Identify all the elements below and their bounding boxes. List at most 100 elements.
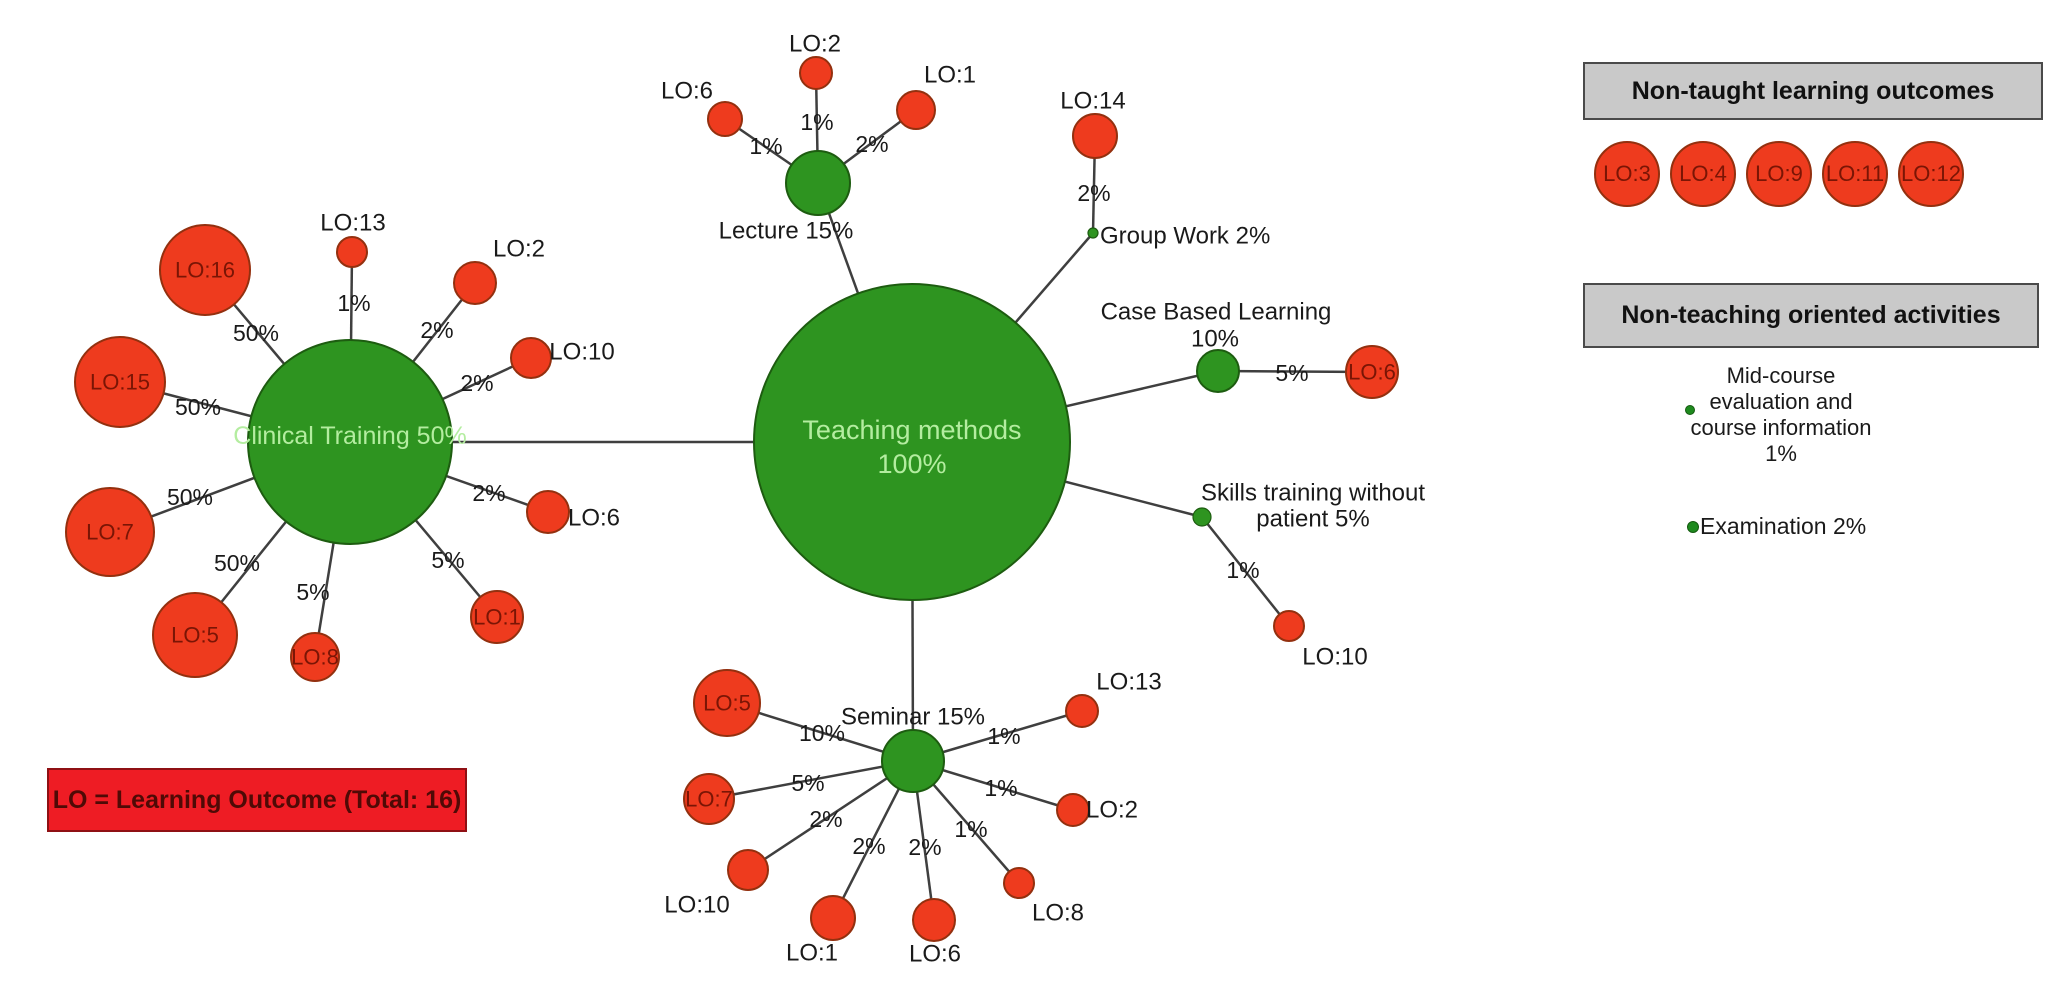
- edge-pct-label: 50%: [175, 394, 221, 420]
- node-label: Clinical Training 50%: [233, 422, 466, 450]
- edge-pct-label: 2%: [809, 806, 842, 832]
- examination-label: Examination 2%: [1700, 513, 1867, 539]
- edge-pct-label: 50%: [214, 550, 260, 576]
- node-c-lo8: [290, 632, 340, 682]
- midcourse-evaluation-line: course information: [1690, 415, 1872, 440]
- non-taught-lo-list: LO:3 LO:4 LO:9 LO:11 LO:12: [1594, 141, 1964, 207]
- node-b-lo6: [1345, 345, 1399, 399]
- edge-pct-label: 50%: [167, 484, 213, 510]
- non-taught-lo-chip: LO:3: [1594, 141, 1660, 207]
- node-lecture: [785, 150, 851, 216]
- node-c-lo16: [159, 224, 251, 316]
- examination-item: Examination 2%: [1687, 513, 1866, 540]
- node-c-lo2: [453, 261, 497, 305]
- edge-pct-label: 1%: [800, 109, 833, 135]
- node-c-lo1: [470, 590, 524, 644]
- node-m-lo13: [1065, 694, 1099, 728]
- node-label: LO:8: [291, 645, 339, 670]
- midcourse-evaluation-label: Mid-course evaluation and course informati…: [1651, 363, 1911, 467]
- node-label: LO:6: [568, 505, 620, 532]
- edge-pct-label: 2%: [472, 480, 505, 506]
- edge-pct-label: 1%: [987, 723, 1020, 749]
- node-label: LO:13: [1096, 669, 1161, 696]
- node-m-lo2: [1056, 793, 1090, 827]
- edge-pct-label: 1%: [984, 775, 1017, 801]
- node-label: LO:10: [664, 892, 729, 919]
- node-label: LO:6: [661, 78, 713, 105]
- node-label: Skills training without: [1201, 480, 1425, 507]
- examination-bullet-dot-icon: [1687, 520, 1699, 533]
- non-taught-lo-chip: LO:12: [1898, 141, 1964, 207]
- non-taught-lo-chip: LO:9: [1746, 141, 1812, 207]
- node-label: LO:13: [320, 210, 385, 237]
- node-label: LO:5: [171, 623, 219, 648]
- node-k-lo10: [1273, 610, 1305, 642]
- edge-seminar-m-lo10: [747, 759, 914, 872]
- node-label: LO:6: [909, 941, 961, 968]
- midcourse-evaluation-line: 1%: [1765, 441, 1797, 466]
- node-label: LO:14: [1060, 88, 1125, 115]
- node-c-lo10: [510, 337, 552, 379]
- node-c-lo7: [65, 487, 155, 577]
- edge-seminar-m-lo7: [708, 759, 914, 801]
- edge-pct-label: 2%: [1077, 180, 1110, 206]
- non-teaching-activities-header: Non-teaching oriented activities: [1583, 283, 2039, 348]
- node-label: LO:7: [685, 787, 733, 812]
- legend-box: LO = Learning Outcome (Total: 16): [47, 768, 467, 832]
- node-label: Teaching methods: [802, 415, 1021, 445]
- node-label: Group Work 2%: [1100, 223, 1270, 250]
- node-label: LO:16: [175, 258, 235, 283]
- node-label: LO:1: [786, 940, 838, 967]
- node-label: patient 5%: [1256, 506, 1369, 533]
- node-label: LO:7: [86, 520, 134, 545]
- node-label: LO:6: [1348, 360, 1396, 385]
- node-m-lo8: [1003, 867, 1035, 899]
- edge-pct-label: 10%: [799, 720, 845, 746]
- node-label: LO:2: [1086, 797, 1138, 824]
- edge-pct-label: 2%: [852, 833, 885, 859]
- edge-pct-label: 2%: [855, 131, 888, 157]
- node-label: LO:2: [789, 31, 841, 58]
- node-clinical: [247, 339, 453, 545]
- node-cbl: [1196, 349, 1240, 393]
- non-taught-lo-chip: LO:11: [1822, 141, 1888, 207]
- node-label: LO:1: [924, 62, 976, 89]
- node-c-lo5: [152, 592, 238, 678]
- non-taught-lo-chip: LO:4: [1670, 141, 1736, 207]
- node-m-lo10: [727, 849, 769, 891]
- edge-pct-label: 1%: [337, 290, 370, 316]
- edge-pct-label: 2%: [420, 317, 453, 343]
- edge-pct-label: 5%: [791, 770, 824, 796]
- node-label: LO:1: [473, 605, 521, 630]
- non-taught-outcomes-header: Non-taught learning outcomes: [1583, 62, 2043, 120]
- node-c-lo13: [336, 236, 368, 268]
- node-label: LO:8: [1032, 900, 1084, 927]
- edge-pct-label: 1%: [1226, 557, 1259, 583]
- node-l-lo1: [896, 90, 936, 130]
- non-teaching-activities-title: Non-teaching oriented activities: [1621, 301, 2001, 329]
- edge-pct-label: 5%: [1275, 360, 1308, 386]
- edge-pct-label: 2%: [460, 370, 493, 396]
- node-label: LO:10: [549, 339, 614, 366]
- node-label: 10%: [1191, 326, 1239, 353]
- midcourse-evaluation-line: Mid-course: [1726, 363, 1836, 388]
- non-taught-outcomes-title: Non-taught learning outcomes: [1631, 76, 1995, 105]
- node-label: Seminar 15%: [841, 704, 985, 731]
- edge-pct-label: 50%: [233, 320, 279, 346]
- edge-pct-label: 1%: [749, 133, 782, 159]
- node-seminar: [881, 729, 945, 793]
- midcourse-bullet-dot-icon: [1685, 405, 1695, 415]
- node-label: LO:10: [1302, 644, 1367, 671]
- node-g-lo14: [1072, 113, 1118, 159]
- node-label: LO:15: [90, 370, 150, 395]
- node-m-lo1: [810, 895, 856, 941]
- node-teaching: [753, 283, 1071, 601]
- edge-pct-label: 5%: [296, 579, 329, 605]
- node-label: LO:2: [493, 236, 545, 263]
- node-label: LO:5: [703, 691, 751, 716]
- node-l-lo2: [799, 56, 833, 90]
- node-skills: [1192, 507, 1212, 527]
- edge-pct-label: 5%: [431, 547, 464, 573]
